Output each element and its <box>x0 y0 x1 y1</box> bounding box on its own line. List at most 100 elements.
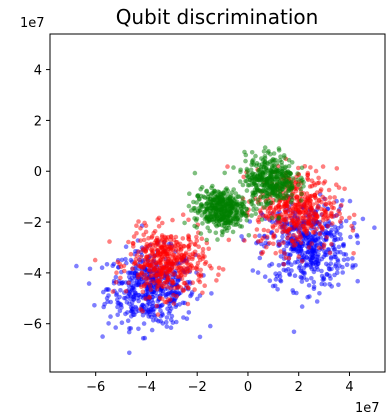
data-point-series-1 <box>197 334 203 340</box>
data-point-series-2 <box>196 244 201 249</box>
data-point-series-3 <box>271 151 277 156</box>
data-point-series-3 <box>269 215 275 221</box>
data-point-series-3 <box>233 200 238 205</box>
data-point-series-3 <box>237 179 243 184</box>
data-point-series-2 <box>138 254 144 260</box>
data-point-series-1 <box>274 273 280 279</box>
data-point-series-2 <box>122 268 127 274</box>
data-point-series-2 <box>327 250 333 256</box>
data-point-series-3 <box>230 229 236 235</box>
data-point-series-2 <box>155 284 160 289</box>
data-point-series-2 <box>323 201 328 207</box>
y-offset-label: 1e7 <box>20 16 45 31</box>
data-point-series-2 <box>347 215 352 221</box>
data-point-series-2 <box>161 242 167 248</box>
data-point-series-2 <box>329 210 334 216</box>
data-point-series-1 <box>267 278 273 284</box>
data-point-series-3 <box>189 208 194 213</box>
data-point-series-3 <box>194 200 199 205</box>
data-point-series-2 <box>165 258 170 264</box>
data-point-series-2 <box>258 238 264 243</box>
data-point-series-2 <box>143 244 149 250</box>
data-point-series-2 <box>154 260 159 266</box>
data-point-series-1 <box>308 264 314 270</box>
data-point-series-1 <box>324 252 329 258</box>
data-point-series-2 <box>194 238 200 244</box>
data-point-series-1 <box>281 267 287 273</box>
data-point-series-2 <box>308 165 313 170</box>
data-point-series-2 <box>180 288 186 294</box>
data-point-series-1 <box>146 314 151 319</box>
data-point-series-1 <box>320 277 326 283</box>
data-point-series-2 <box>282 201 287 207</box>
data-point-series-2 <box>308 223 314 228</box>
data-point-series-3 <box>249 159 255 164</box>
data-point-series-3 <box>288 187 294 193</box>
data-point-series-3 <box>257 167 262 173</box>
data-point-series-2 <box>312 212 317 217</box>
data-point-series-3 <box>213 230 219 236</box>
data-point-series-3 <box>283 191 289 196</box>
data-point-series-2 <box>309 193 315 199</box>
data-point-series-2 <box>190 265 196 271</box>
x-offset-label: 1e7 <box>355 401 380 416</box>
data-point-series-3 <box>251 192 256 198</box>
data-point-series-2 <box>161 265 167 271</box>
data-point-series-3 <box>231 165 236 170</box>
data-point-series-3 <box>269 168 274 174</box>
data-point-series-1 <box>209 291 214 296</box>
data-point-series-2 <box>134 231 139 236</box>
data-point-series-3 <box>226 225 232 231</box>
data-point-series-2 <box>194 234 199 240</box>
data-point-series-1 <box>276 263 282 268</box>
data-point-series-1 <box>163 292 168 298</box>
data-point-series-2 <box>174 240 180 245</box>
data-point-series-3 <box>218 217 224 222</box>
data-point-series-3 <box>212 188 217 194</box>
data-point-series-2 <box>152 229 158 234</box>
data-point-series-2 <box>322 179 328 184</box>
data-point-series-1 <box>152 312 157 318</box>
data-point-series-3 <box>238 205 244 211</box>
data-point-series-1 <box>120 280 125 285</box>
x-tick-label: −4 <box>137 380 156 395</box>
data-point-series-2 <box>327 195 333 200</box>
data-point-series-2 <box>281 240 286 245</box>
data-point-series-1 <box>164 315 170 320</box>
data-point-series-2 <box>292 221 297 226</box>
data-point-series-3 <box>227 195 233 200</box>
data-point-series-2 <box>320 225 325 231</box>
data-point-series-2 <box>334 182 339 187</box>
data-point-series-3 <box>278 154 283 159</box>
data-point-series-2 <box>140 248 146 253</box>
data-point-series-1 <box>269 261 275 267</box>
data-point-series-1 <box>324 272 330 277</box>
data-point-series-2 <box>168 285 173 291</box>
data-point-series-2 <box>180 212 186 217</box>
data-point-series-2 <box>273 250 279 256</box>
data-point-series-2 <box>181 244 187 249</box>
data-point-series-3 <box>187 191 192 196</box>
data-point-series-3 <box>245 168 250 173</box>
data-point-series-2 <box>216 272 221 278</box>
data-point-series-1 <box>123 256 128 262</box>
data-point-series-2 <box>296 254 302 259</box>
data-point-series-3 <box>209 185 214 191</box>
data-point-series-1 <box>343 218 349 224</box>
data-point-series-2 <box>134 223 139 228</box>
data-point-series-2 <box>118 275 123 281</box>
data-point-series-3 <box>213 213 218 218</box>
data-point-series-2 <box>203 259 209 265</box>
data-point-series-3 <box>266 183 272 189</box>
data-point-series-2 <box>190 251 196 256</box>
data-point-series-3 <box>280 186 285 192</box>
data-point-series-3 <box>279 163 285 168</box>
data-point-series-2 <box>172 258 177 264</box>
data-point-series-2 <box>126 239 131 245</box>
data-point-series-1 <box>343 252 349 257</box>
data-point-series-2 <box>297 211 302 216</box>
data-point-series-1 <box>306 283 312 288</box>
data-point-series-3 <box>252 187 258 192</box>
data-point-series-3 <box>201 209 207 215</box>
data-point-series-1 <box>141 321 147 326</box>
